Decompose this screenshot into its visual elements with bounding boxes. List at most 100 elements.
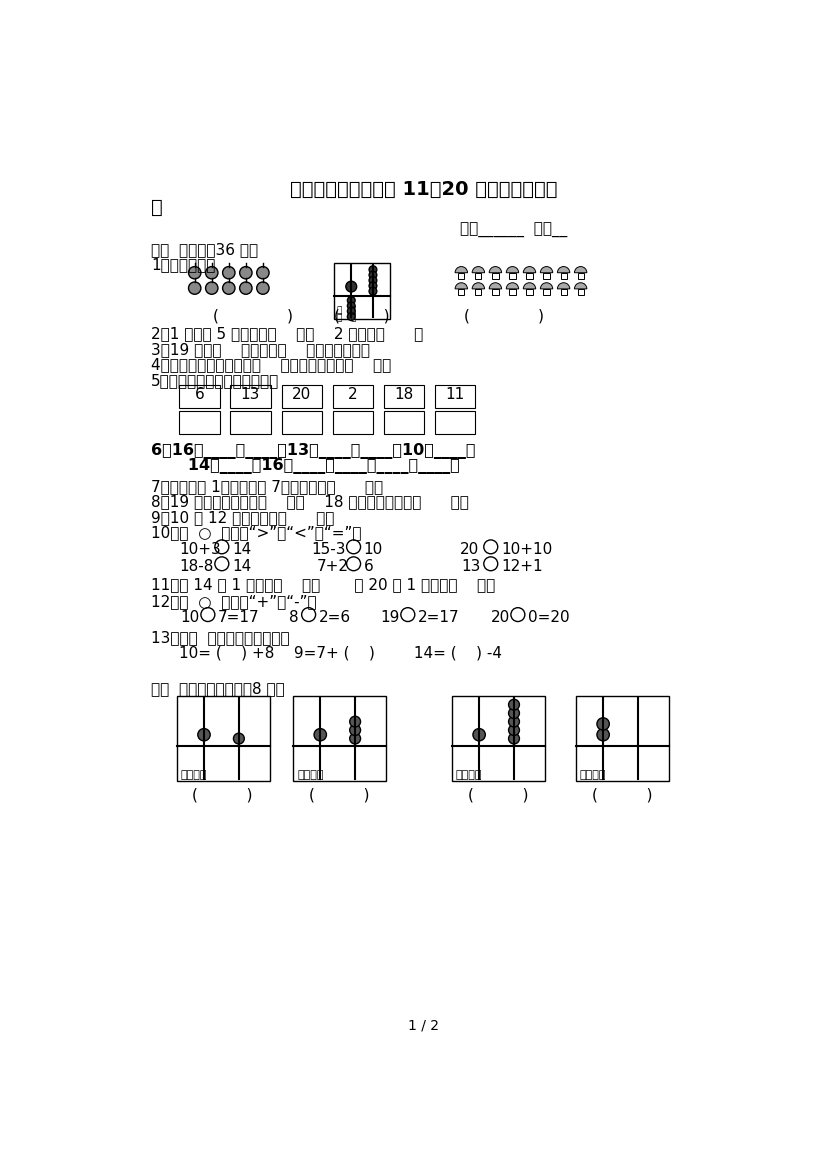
Circle shape [597, 728, 610, 741]
Text: 8、19 后面的一个数是（    ）。    18 前面的一个数是（      ）。: 8、19 后面的一个数是（ ）。 18 前面的一个数是（ ）。 [151, 494, 469, 510]
Text: 18: 18 [394, 387, 414, 402]
Bar [230, 410, 271, 434]
Circle shape [348, 313, 355, 320]
Circle shape [349, 717, 361, 727]
Text: 3、19 是由（    ）个十和（    ）个一组成的。: 3、19 是由（ ）个十和（ ）个一组成的。 [151, 343, 370, 357]
Wedge shape [489, 283, 501, 289]
Wedge shape [574, 283, 586, 289]
Text: 13: 13 [461, 559, 481, 574]
Circle shape [222, 282, 235, 295]
Wedge shape [506, 267, 519, 272]
Text: 10: 10 [363, 542, 383, 558]
Circle shape [206, 267, 218, 279]
Circle shape [188, 282, 201, 295]
Text: 2: 2 [348, 387, 358, 402]
Circle shape [369, 265, 377, 274]
Circle shape [348, 297, 355, 304]
Wedge shape [489, 267, 501, 272]
Text: 18-8: 18-8 [179, 559, 214, 574]
Text: 十位个位: 十位个位 [181, 770, 207, 780]
Wedge shape [574, 267, 586, 272]
Text: 二、  写出下面各数。（8 分）: 二、 写出下面各数。（8 分） [151, 680, 285, 696]
Text: 一年级数学上册期末 11～20 各数的认识检测: 一年级数学上册期末 11～20 各数的认识检测 [290, 180, 557, 200]
Text: 8: 8 [289, 610, 299, 625]
Circle shape [206, 282, 218, 295]
Bar [435, 385, 475, 408]
Text: 14: 14 [232, 559, 251, 574]
Text: 12+1: 12+1 [501, 559, 543, 574]
Bar [544, 272, 549, 279]
Text: 11、比 14 多 1 的数是（    ）。       比 20 少 1 的数是（    ）。: 11、比 14 多 1 的数是（ ）。 比 20 少 1 的数是（ ）。 [151, 577, 496, 593]
Circle shape [314, 728, 326, 741]
Text: 一、  填空。（36 分）: 一、 填空。（36 分） [151, 242, 259, 257]
Text: 14: 14 [232, 542, 251, 558]
Circle shape [369, 277, 377, 284]
Text: 7=17: 7=17 [218, 610, 259, 625]
Circle shape [509, 733, 520, 743]
Wedge shape [558, 267, 570, 272]
Wedge shape [524, 283, 536, 289]
Text: 0=20: 0=20 [528, 610, 570, 625]
Text: 10= (    ) +8    9=7+ (    )        14= (    ) -4: 10= ( ) +8 9=7+ ( ) 14= ( ) -4 [179, 645, 502, 660]
Bar [576, 697, 669, 781]
Bar [435, 410, 475, 434]
Text: 13、在（  ）里填上合适的数。: 13、在（ ）里填上合适的数。 [151, 630, 290, 645]
Circle shape [240, 282, 252, 295]
Circle shape [348, 302, 355, 310]
Circle shape [257, 282, 269, 295]
Bar [333, 385, 373, 408]
Text: 10: 10 [181, 610, 200, 625]
Wedge shape [472, 267, 485, 272]
Circle shape [240, 267, 252, 279]
Text: 20: 20 [491, 610, 510, 625]
Wedge shape [455, 283, 468, 289]
Text: 9、10 和 12 中間的数是（      ）。: 9、10 和 12 中間的数是（ ）。 [151, 510, 335, 525]
Circle shape [369, 288, 377, 295]
Wedge shape [558, 283, 570, 289]
Bar [335, 263, 390, 319]
Text: 11: 11 [445, 387, 465, 402]
Bar [561, 289, 567, 295]
Text: 班级______  姓名__: 班级______ 姓名__ [460, 223, 567, 238]
Bar [230, 385, 271, 408]
Bar [510, 272, 515, 279]
Text: 十   个: 十 个 [337, 306, 357, 316]
Text: 10+10: 10+10 [501, 542, 552, 558]
Text: 7+2: 7+2 [316, 559, 349, 574]
Circle shape [597, 718, 610, 731]
Text: 十位个位: 十位个位 [580, 770, 606, 780]
Circle shape [257, 267, 269, 279]
Bar [526, 289, 533, 295]
Text: 4、从右边起，第一位是（    ）位，第二位是（    ）。: 4、从右边起，第一位是（ ）位，第二位是（ ）。 [151, 358, 392, 373]
Circle shape [369, 282, 377, 290]
Text: 13: 13 [241, 387, 260, 402]
Text: 位   位: 位 位 [337, 313, 357, 323]
Text: (         ): ( ) [335, 309, 390, 323]
Text: (          ): ( ) [591, 787, 652, 802]
Text: 20: 20 [460, 542, 479, 558]
Text: 10、在  ○  里填上“>”、“<”或“=”。: 10、在 ○ 里填上“>”、“<”或“=”。 [151, 525, 362, 540]
Text: 1、看图写数。: 1、看图写数。 [151, 257, 216, 272]
Text: 2=17: 2=17 [418, 610, 459, 625]
Text: 6: 6 [194, 387, 204, 402]
Bar [475, 289, 482, 295]
Circle shape [473, 728, 486, 741]
Circle shape [234, 733, 244, 743]
Bar [177, 697, 270, 781]
Circle shape [509, 699, 520, 710]
Text: 7、十位上是 1，个位上是 7，这个数是（      ）。: 7、十位上是 1，个位上是 7，这个数是（ ）。 [151, 479, 383, 494]
Wedge shape [540, 267, 553, 272]
Text: (          ): ( ) [309, 787, 369, 802]
Circle shape [369, 271, 377, 279]
Text: 2=6: 2=6 [319, 610, 351, 625]
Bar [510, 289, 515, 295]
Circle shape [509, 725, 520, 735]
Text: 2、1 个十和 5 个一组成（    ）。    2 个十是（      ）: 2、1 个十和 5 个一组成（ ）。 2 个十是（ ） [151, 326, 424, 341]
Text: 题: 题 [151, 198, 163, 217]
Wedge shape [506, 283, 519, 289]
Circle shape [222, 267, 235, 279]
Text: (              ): ( ) [213, 309, 293, 323]
Bar [544, 289, 549, 295]
Text: 20: 20 [292, 387, 311, 402]
Circle shape [509, 717, 520, 727]
